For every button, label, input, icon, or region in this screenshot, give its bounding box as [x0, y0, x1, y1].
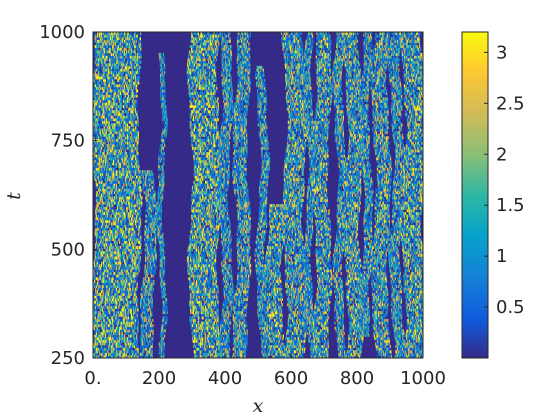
x-tick-label: 0. — [84, 368, 101, 389]
colorbar-ticks: 0.5 1 1.5 2 2.5 3 — [484, 42, 525, 318]
y-tick-label: 750 — [51, 131, 85, 152]
colorbar-tick-label: 1 — [496, 246, 507, 267]
turbulent-band — [332, 32, 348, 358]
turbulent-band — [370, 32, 393, 358]
y-tick-label: 500 — [51, 239, 85, 260]
turbulent-band — [399, 32, 423, 358]
x-tick-label: 800 — [340, 368, 374, 389]
y-axis-label: t — [3, 192, 25, 200]
turbulent-band — [358, 32, 374, 337]
turbulent-band — [155, 52, 168, 358]
turbulent-band — [232, 32, 252, 358]
x-tick-label: 400 — [208, 368, 242, 389]
colorbar-tick-label: 3 — [496, 42, 507, 63]
y-tick-label: 250 — [51, 348, 85, 369]
x-tick-label: 200 — [142, 368, 176, 389]
colorbar-tick-label: 0.5 — [496, 297, 525, 318]
colorbar-tick-label: 1.5 — [496, 195, 525, 216]
colorbar: 0.5 1 1.5 2 2.5 3 — [461, 31, 525, 359]
colorbar-frame — [461, 31, 489, 359]
y-tick-label: 1000 — [39, 22, 85, 43]
plot-frame — [92, 31, 424, 359]
turbulent-band — [254, 65, 271, 358]
turbulent-band — [186, 32, 223, 358]
x-axis-label: x — [253, 395, 264, 417]
x-tick-label: 600 — [274, 368, 308, 389]
x-tick-label: 1000 — [400, 368, 446, 389]
plot-area — [93, 32, 423, 358]
turbulent-band — [93, 32, 143, 358]
turbulent-bands — [93, 32, 423, 358]
colorbar-tick-label: 2.5 — [496, 93, 525, 114]
turbulent-band — [388, 32, 406, 358]
colorbar-gradient — [462, 32, 488, 358]
turbulent-band — [311, 32, 333, 358]
turbulent-band — [139, 170, 158, 358]
turbulent-band — [216, 32, 234, 358]
colorbar-tick-label: 2 — [496, 144, 507, 165]
y-axis-ticks: 250 500 750 1000 — [39, 22, 97, 369]
x-axis-ticks: 0. 200 400 600 800 1000 — [84, 354, 446, 389]
